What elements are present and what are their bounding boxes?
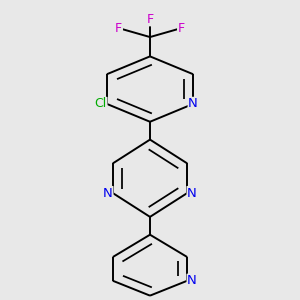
Text: N: N xyxy=(187,274,197,287)
Text: Cl: Cl xyxy=(95,98,107,110)
Text: N: N xyxy=(187,187,197,200)
Text: F: F xyxy=(178,22,185,34)
Text: F: F xyxy=(146,13,154,26)
Text: N: N xyxy=(188,98,198,110)
Text: F: F xyxy=(115,22,122,34)
Text: N: N xyxy=(103,187,113,200)
